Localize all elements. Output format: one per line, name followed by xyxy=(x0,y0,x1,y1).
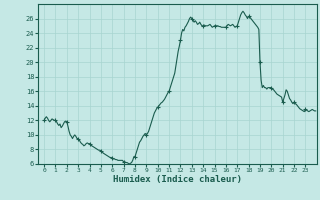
X-axis label: Humidex (Indice chaleur): Humidex (Indice chaleur) xyxy=(113,175,242,184)
